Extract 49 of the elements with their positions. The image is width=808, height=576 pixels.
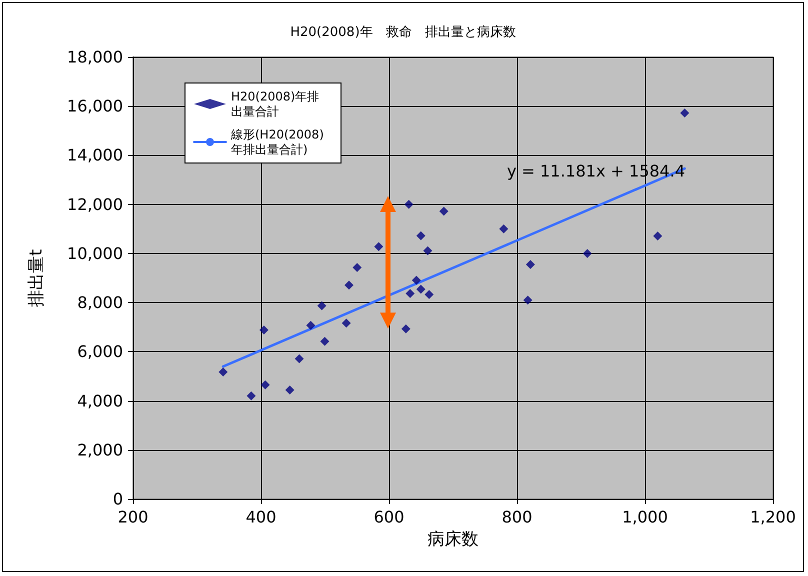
point	[317, 301, 326, 310]
point	[423, 246, 432, 256]
x-tick-label: 800	[502, 508, 532, 526]
y-tick-label: 6,000	[77, 342, 123, 362]
y-tick-label: 0	[112, 490, 123, 508]
y-tick-label: 10,000	[67, 244, 123, 263]
x-tick-label: 200	[118, 508, 148, 526]
y-tick-label: 14,000	[67, 146, 123, 165]
point	[294, 354, 304, 364]
point	[416, 284, 426, 294]
point	[582, 248, 592, 258]
point	[246, 391, 256, 400]
point	[424, 290, 434, 299]
point	[374, 242, 384, 252]
point	[412, 276, 421, 285]
point	[306, 320, 316, 330]
x-tick-label: 400	[246, 508, 276, 526]
point	[653, 232, 662, 241]
point	[406, 288, 415, 298]
x-tick-label: 1,000	[622, 508, 668, 526]
point	[320, 336, 330, 346]
x-tick-label: 600	[374, 508, 404, 526]
point	[344, 280, 354, 290]
point	[401, 324, 410, 334]
y-tick-label: 8,000	[77, 293, 123, 312]
point	[260, 380, 270, 390]
point	[352, 262, 362, 272]
y-axis-title: 排出量t	[26, 248, 46, 307]
point	[218, 368, 228, 377]
point	[259, 326, 268, 335]
y-tick-label: 12,000	[67, 194, 123, 214]
point	[404, 200, 414, 209]
point	[439, 206, 448, 216]
point	[526, 260, 535, 269]
x-tick-label: 1,200	[750, 508, 796, 526]
y-tick-label: 2,000	[77, 440, 123, 460]
legend-label: H20(2008)年排出量合計	[231, 90, 320, 118]
y-tick-label: 16,000	[67, 96, 123, 116]
point	[680, 108, 690, 118]
y-tick-label: 18,000	[67, 48, 123, 66]
legend-label: 線形(H20(2008)年排出量合計)	[230, 128, 324, 156]
chart-title: H20(2008)年 救命 排出量と病床数	[290, 25, 516, 40]
point	[342, 318, 351, 328]
point	[499, 224, 508, 234]
point	[523, 296, 532, 305]
y-tick-label: 4,000	[77, 391, 123, 410]
point	[416, 231, 426, 240]
x-axis-title: 病床数	[428, 530, 478, 550]
point	[285, 385, 294, 394]
